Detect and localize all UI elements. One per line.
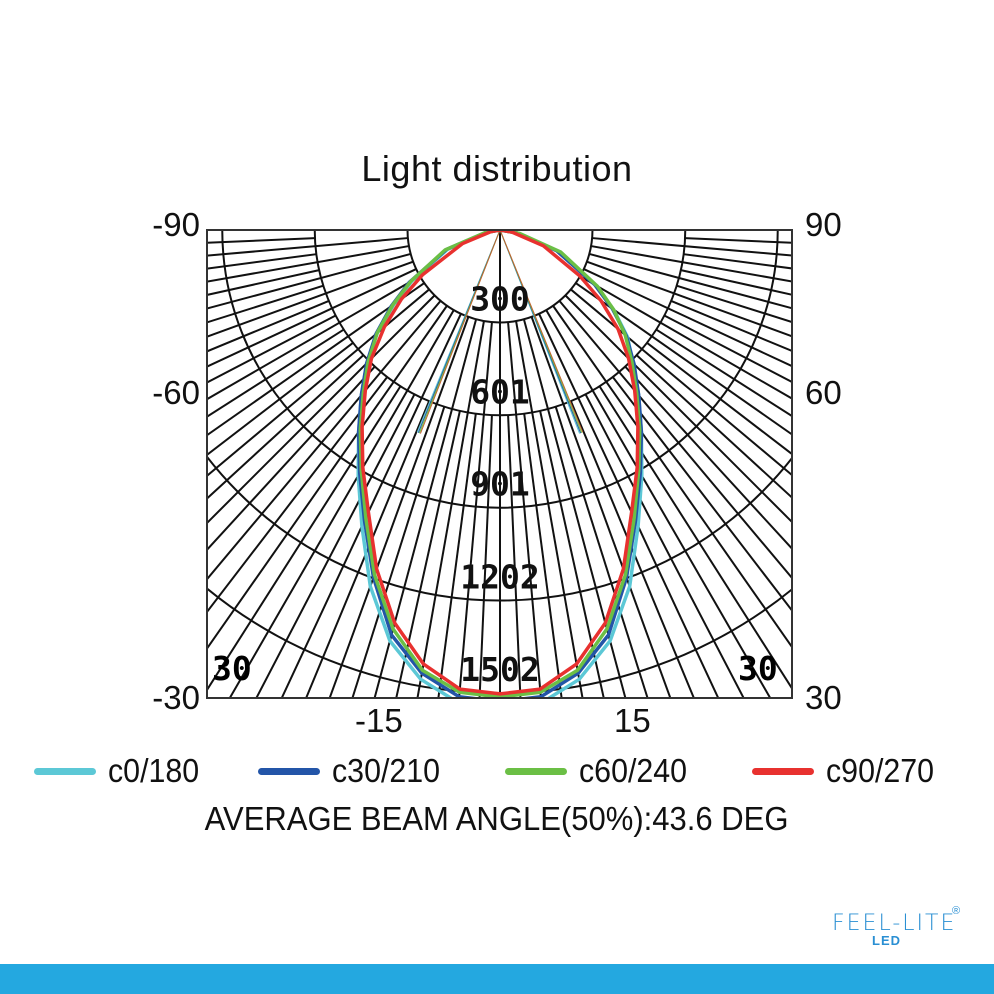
axis-label-right-bottom: 30	[805, 679, 842, 716]
axis-label-right-top: 90	[805, 206, 842, 243]
beam-angle-lines	[416, 230, 584, 434]
axis-label-bottom-right: 15	[614, 702, 651, 739]
logo-subtext: LED	[872, 933, 901, 948]
legend-item-c0: c0/180	[34, 752, 207, 790]
logo-wordmark: FEEL-LITE	[832, 911, 957, 936]
axis-label-bottom-left: -15	[355, 702, 403, 739]
axis-label-right-mid: 60	[805, 374, 842, 411]
legend-swatch-c0	[34, 767, 96, 775]
legend-label-c30: c30/210	[332, 752, 441, 789]
legend-label-c60: c60/240	[579, 752, 688, 789]
legend-item-c90: c90/270	[752, 752, 943, 790]
svg-text:1202: 1202	[460, 558, 539, 597]
legend: c0/180 c30/210 c60/240 c90/270	[0, 752, 994, 792]
svg-text:601: 601	[470, 372, 530, 411]
legend-label-c90: c90/270	[826, 752, 935, 789]
corner-label-right: 30	[738, 649, 778, 688]
axis-label-left-top: -90	[152, 206, 200, 243]
registered-mark-icon: ®	[952, 905, 961, 917]
svg-text:1502: 1502	[460, 650, 539, 689]
plot-frame	[206, 229, 793, 699]
footer-bar	[0, 964, 994, 994]
beam-angle-value: AVERAGE BEAM ANGLE(50%):43.6 DEG	[205, 800, 789, 837]
legend-label-c0: c0/180	[108, 752, 200, 789]
corner-label-left: 30	[212, 649, 252, 688]
chart-title: Light distribution	[361, 148, 633, 189]
legend-item-c60: c60/240	[505, 752, 696, 790]
legend-swatch-c90	[752, 767, 814, 775]
brand-logo: FEEL-LITE ® LED	[832, 905, 962, 953]
legend-swatch-c60	[505, 767, 567, 775]
beam-angle-text: AVERAGE BEAM ANGLE(50%):43.6 DEG	[0, 800, 994, 838]
legend-swatch-c30	[258, 767, 320, 775]
axis-label-left-mid: -60	[152, 374, 200, 411]
radial-tick-labels: 300 601 901 1202 1502	[460, 279, 539, 689]
svg-text:300: 300	[470, 279, 530, 318]
legend-item-c30: c30/210	[258, 752, 449, 790]
svg-text:901: 901	[470, 465, 530, 504]
axis-label-left-bottom: -30	[152, 679, 200, 716]
